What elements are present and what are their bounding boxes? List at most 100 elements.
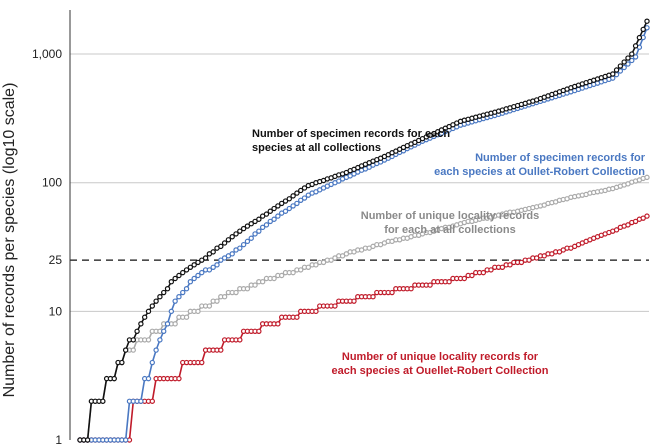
- data-point: [271, 205, 277, 212]
- data-point: [248, 221, 254, 227]
- data-point: [240, 241, 247, 248]
- data-point: [195, 259, 201, 266]
- data-point: [206, 303, 213, 309]
- data-point: [130, 347, 136, 353]
- data-point: [240, 225, 247, 232]
- data-point: [278, 200, 285, 207]
- annotations: Number of specimen records for each speci…: [252, 128, 646, 377]
- data-point: [275, 213, 281, 219]
- data-point: [138, 398, 144, 404]
- data-point: [149, 303, 156, 309]
- data-point: [282, 208, 289, 214]
- data-point: [244, 238, 251, 245]
- data-point: [168, 279, 175, 285]
- data-point: [183, 314, 190, 320]
- data-point: [218, 347, 224, 353]
- data-point: [187, 264, 194, 270]
- data-point: [164, 285, 171, 292]
- data-point: [161, 289, 167, 296]
- data-point: [202, 255, 209, 261]
- data-point: [294, 314, 300, 320]
- data-point: [221, 293, 228, 300]
- gridlines: [70, 53, 649, 312]
- data-point: [389, 289, 395, 296]
- data-point: [256, 328, 262, 334]
- data-point: [229, 234, 235, 240]
- data-point: [176, 375, 182, 382]
- data-point: [320, 259, 327, 266]
- data-point: [259, 279, 266, 285]
- data-point: [183, 285, 190, 292]
- data-point: [119, 359, 125, 366]
- data-point: [271, 275, 277, 282]
- data-point: [180, 289, 186, 296]
- data-point: [480, 269, 487, 276]
- data-point: [191, 275, 197, 282]
- data-point: [161, 328, 167, 334]
- data-point: [278, 272, 285, 279]
- data-point: [644, 18, 650, 24]
- data-point: [134, 328, 140, 334]
- data-point: [195, 308, 201, 315]
- data-point: [199, 269, 205, 276]
- y-axis-label: Number of records per species (log10 sca…: [1, 83, 18, 398]
- data-point: [267, 218, 273, 225]
- data-point: [507, 262, 513, 268]
- data-point: [640, 26, 646, 33]
- data-point: [290, 269, 296, 276]
- data-point: [172, 298, 178, 304]
- data-point: [149, 359, 156, 366]
- y-tick-label: 1,000: [32, 47, 62, 61]
- data-point: [313, 262, 319, 268]
- data-point: [244, 223, 251, 229]
- data-point: [290, 203, 296, 209]
- annotation-line: Number of unique locality records: [361, 210, 539, 222]
- annotation-line: for each at all collections: [384, 224, 515, 236]
- data-point: [301, 185, 308, 191]
- data-point: [294, 190, 300, 196]
- data-point: [100, 398, 106, 404]
- data-point: [613, 227, 620, 233]
- data-point: [610, 71, 616, 77]
- data-point: [206, 267, 213, 273]
- data-point: [221, 255, 228, 261]
- data-point: [275, 321, 281, 327]
- data-point: [408, 285, 414, 292]
- data-point: [84, 437, 91, 443]
- data-point: [210, 264, 216, 270]
- data-point: [625, 55, 631, 61]
- data-point: [526, 257, 532, 263]
- data-point: [164, 321, 171, 327]
- data-point: [644, 213, 650, 219]
- data-point: [210, 249, 216, 255]
- data-point: [157, 337, 163, 343]
- data-point: [518, 259, 525, 266]
- data-point: [286, 205, 292, 212]
- data-point: [172, 275, 178, 282]
- y-tick-label: 25: [49, 253, 63, 267]
- data-point: [229, 251, 235, 257]
- data-point: [427, 282, 433, 288]
- data-point: [446, 279, 452, 285]
- data-point: [313, 308, 319, 315]
- y-tick-label: 100: [42, 176, 62, 190]
- series-annotation: Number of specimen records for each speci…: [434, 152, 646, 178]
- data-point: [122, 347, 129, 353]
- data-point: [122, 437, 129, 443]
- data-point: [244, 285, 251, 292]
- data-point: [282, 198, 289, 204]
- data-point: [259, 224, 266, 231]
- data-point: [214, 298, 220, 304]
- data-point: [153, 347, 159, 353]
- data-point: [191, 262, 197, 268]
- data-point: [290, 193, 296, 199]
- data-point: [301, 195, 308, 201]
- data-point: [176, 272, 182, 279]
- data-point: [180, 269, 186, 276]
- data-point: [183, 267, 190, 273]
- y-ticks: 1 10 25 100 1,000: [32, 47, 62, 444]
- data-point: [298, 187, 304, 194]
- data-point: [636, 34, 643, 41]
